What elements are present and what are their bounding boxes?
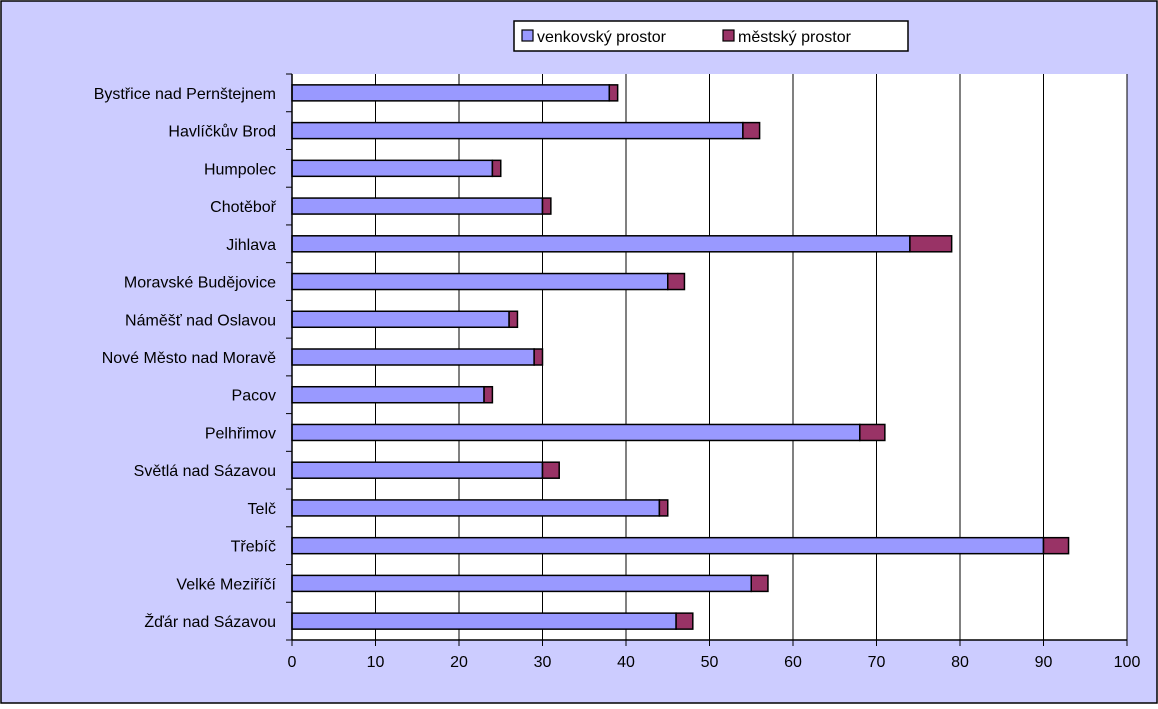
bar-segment-urban: [508, 310, 519, 329]
bar-segment-rural: [291, 310, 510, 329]
bar-segment-urban: [750, 574, 769, 593]
x-tick-label: 40: [617, 654, 635, 671]
x-tick-label: 100: [1114, 654, 1141, 671]
legend: venkovský prostor městský prostor: [513, 20, 909, 52]
x-tick-label: 50: [701, 654, 719, 671]
x-tick-label: 20: [450, 654, 468, 671]
y-tick-label: Humpolec: [204, 161, 276, 178]
y-tick-label: Pelhřimov: [205, 425, 276, 442]
bar-segment-urban: [541, 197, 552, 215]
bar-segment-rural: [291, 84, 611, 102]
bar-segment-urban: [909, 235, 953, 253]
y-tick-label: Jihlava: [226, 237, 276, 254]
bar-segment-urban: [859, 423, 886, 442]
x-tick-label: 90: [1035, 654, 1053, 671]
bar-segment-rural: [291, 159, 494, 178]
bar-segment-rural: [291, 235, 911, 253]
y-tick-label: Bystřice nad Pernštejnem: [94, 86, 276, 103]
bars: [291, 84, 1070, 630]
legend-swatch: [521, 29, 534, 42]
bar-segment-urban: [667, 272, 686, 291]
bar-segment-urban: [675, 612, 694, 630]
bar-segment-rural: [291, 536, 1045, 555]
y-tick-label: Třebíč: [231, 539, 276, 556]
y-tick-label: Telč: [248, 501, 276, 518]
y-tick-label: Světlá nad Sázavou: [134, 463, 276, 480]
x-tick-label: 80: [951, 654, 969, 671]
axes: 0 10 20 30 40 50 60 70 80 90 100 Bystřice nad Pernš…: [94, 73, 1141, 671]
bar-segment-urban: [742, 121, 761, 140]
bar-segment-rural: [291, 461, 544, 479]
x-tick-label: 70: [868, 654, 886, 671]
bar-segment-urban: [483, 385, 494, 404]
bar-segment-rural: [291, 612, 677, 630]
bar-segment-rural: [291, 197, 544, 215]
bar-segment-urban: [608, 84, 619, 102]
bar-segment-rural: [291, 499, 661, 517]
bar-segment-rural: [291, 423, 861, 442]
bar-segment-rural: [291, 348, 535, 366]
x-tick-label: 30: [534, 654, 552, 671]
bar-segment-urban: [658, 499, 669, 517]
x-tick-label: 10: [367, 654, 385, 671]
bar-segment-urban: [1042, 536, 1070, 555]
legend-swatch: [722, 29, 735, 42]
y-tick-label: Velké Meziříčí: [176, 576, 276, 593]
x-tick-label: 60: [784, 654, 802, 671]
legend-box: [513, 20, 909, 52]
bar-segment-urban: [491, 159, 502, 178]
bar-segment-rural: [291, 574, 752, 593]
y-tick-label: Chotěboř: [210, 199, 276, 216]
y-tick-label: Moravské Budějovice: [124, 275, 276, 292]
legend-label: městský prostor: [738, 29, 852, 46]
bar-segment-rural: [291, 385, 485, 404]
y-tick-label: Náměšť nad Oslavou: [125, 312, 276, 329]
y-tick-label: Nové Město nad Moravě: [102, 350, 276, 367]
y-tick-label: Pacov: [232, 388, 276, 405]
bar-segment-urban: [533, 348, 544, 366]
y-tick-label: Havlíčkův Brod: [168, 123, 276, 141]
bar-segment-rural: [291, 121, 744, 140]
x-tick-label: 0: [288, 654, 297, 671]
bar-segment-rural: [291, 272, 669, 291]
legend-label: venkovský prostor: [537, 29, 667, 46]
bar-segment-urban: [541, 461, 560, 479]
y-tick-label: Žďár nad Sázavou: [144, 612, 276, 631]
